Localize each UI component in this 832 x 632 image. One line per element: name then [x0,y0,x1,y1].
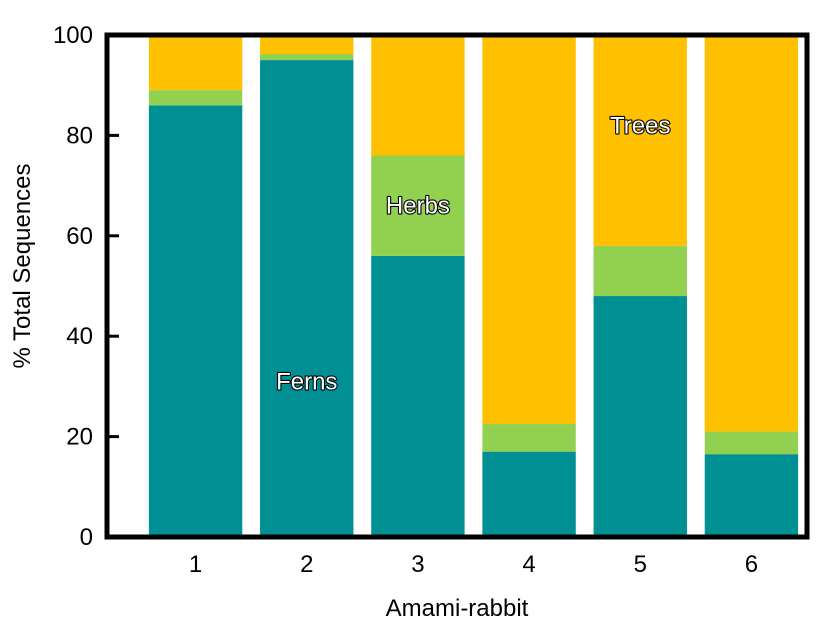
bar-herbs-6 [704,431,799,455]
y-tick-label-40: 40 [66,323,93,350]
x-tick-label-5: 5 [634,551,647,578]
x-tick-label-2: 2 [300,551,313,578]
bar-trees-2 [260,35,354,55]
x-tick-label-3: 3 [411,551,424,578]
bar-trees-4 [482,35,576,425]
x-tick-label-4: 4 [522,551,535,578]
annotations: Ferns Herbs Trees [275,111,672,396]
annotation-trees: Trees [610,112,670,139]
x-tick-label-6: 6 [745,551,758,578]
annotation-herbs: Herbs [386,193,450,220]
bar-ferns-1 [148,105,243,537]
x-axis-label: Amami-rabbit [386,595,529,622]
bar-trees-5 [593,35,687,246]
bar-herbs-2 [260,54,354,61]
y-axis-ticks: 0 20 40 60 80 100 [53,22,119,551]
bar-ferns-4 [482,451,576,537]
bar-ferns-5 [593,296,687,537]
bar-ferns-2 [260,60,354,537]
y-tick-label-0: 0 [80,524,93,551]
bar-herbs-1 [148,90,243,106]
y-tick-label-80: 80 [66,122,93,149]
x-axis-ticks: 1 2 3 4 5 6 [189,551,758,578]
bar-herbs-3 [371,155,465,256]
plot-frame [104,32,810,540]
bar-ferns-3 [371,255,465,537]
bar-trees-1 [148,35,243,91]
bar-herbs-4 [482,424,576,452]
y-tick-label-20: 20 [66,424,93,451]
bar-trees-6 [704,35,799,432]
y-tick-label-60: 60 [66,223,93,250]
x-tick-label-1: 1 [189,551,202,578]
annotation-ferns: Ferns [276,368,337,395]
bar-trees-3 [371,35,465,156]
bar-herbs-5 [593,245,687,297]
y-tick-label-100: 100 [53,22,93,49]
bar-ferns-6 [704,454,799,537]
y-axis-label: % Total Sequences [9,163,36,368]
bars-layer [148,35,799,537]
